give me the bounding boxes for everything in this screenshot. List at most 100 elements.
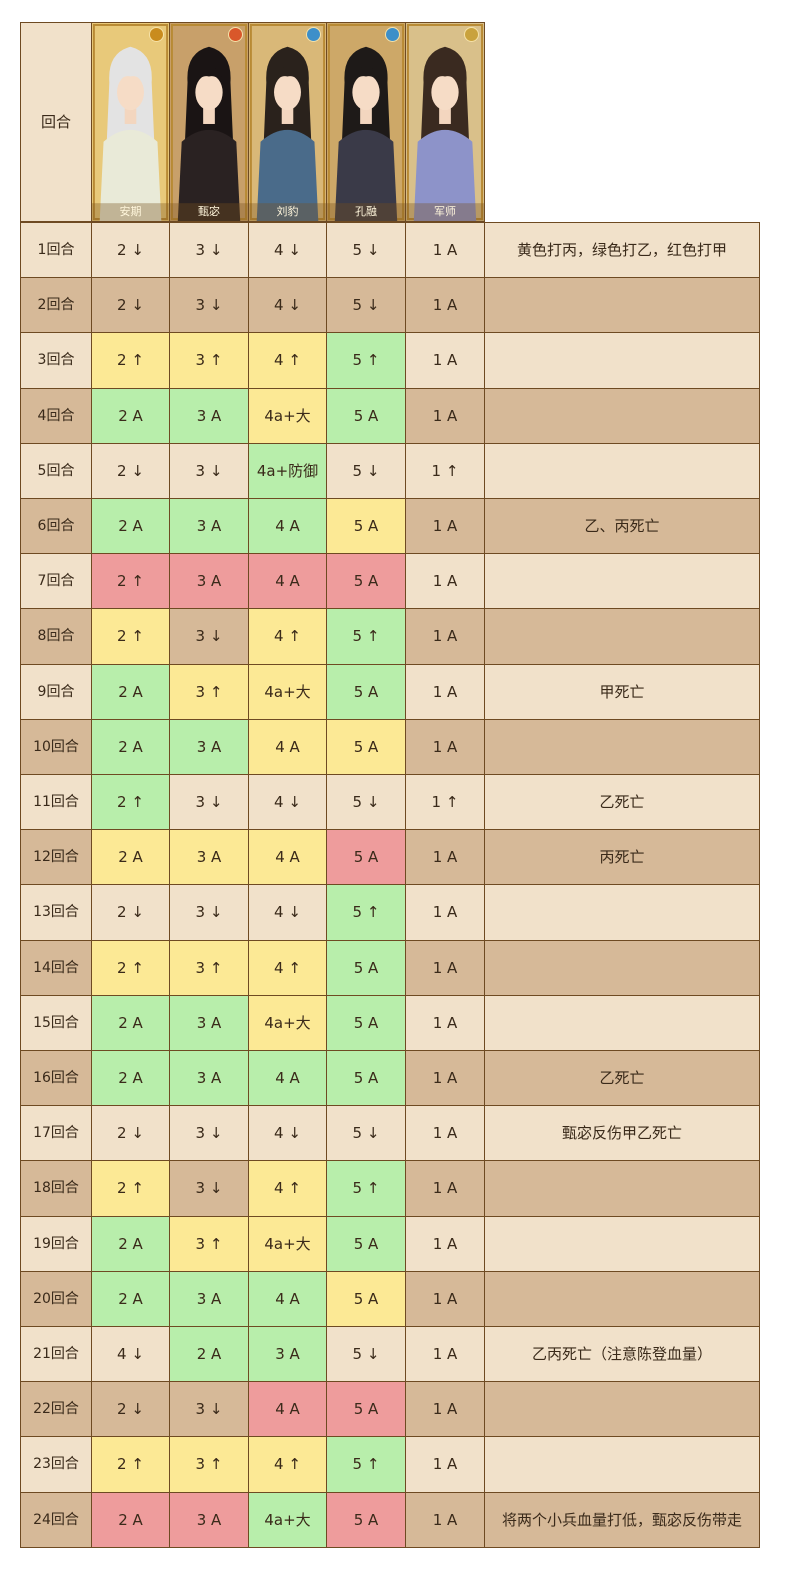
round-note: 乙丙死亡（注意陈登血量） bbox=[484, 1326, 760, 1383]
action-cell: 2 ↓ bbox=[91, 442, 170, 499]
round-label: 19回合 bbox=[20, 1215, 92, 1272]
action-cell: 2 ↓ bbox=[91, 222, 170, 279]
round-note: 乙死亡 bbox=[484, 1050, 760, 1107]
action-cell: 5 A bbox=[326, 1491, 406, 1548]
round-label: 12回合 bbox=[20, 829, 92, 886]
action-cell: 1 A bbox=[405, 994, 485, 1051]
round-label: 10回合 bbox=[20, 718, 92, 775]
action-cell: 1 A bbox=[405, 663, 485, 720]
action-cell: 5 ↓ bbox=[326, 277, 406, 334]
round-note: 黄色打丙，绿色打乙，红色打甲 bbox=[484, 222, 760, 279]
action-cell: 2 ↓ bbox=[91, 884, 170, 941]
action-cell: 3 A bbox=[169, 1050, 249, 1107]
action-cell: 1 A bbox=[405, 1270, 485, 1327]
hero-name: 安期 bbox=[119, 205, 142, 218]
hero-name: 刘豹 bbox=[276, 205, 299, 218]
action-cell: 5 A bbox=[326, 718, 406, 775]
round-note bbox=[484, 884, 760, 941]
action-cell: 2 A bbox=[91, 1215, 170, 1272]
round-label: 9回合 bbox=[20, 663, 92, 720]
action-cell: 4 ↑ bbox=[248, 608, 327, 665]
action-cell: 2 A bbox=[91, 1050, 170, 1107]
round-label: 11回合 bbox=[20, 774, 92, 831]
moon-icon bbox=[464, 27, 479, 42]
swirl-icon bbox=[385, 27, 400, 42]
round-note bbox=[484, 442, 760, 499]
action-cell: 2 A bbox=[91, 498, 170, 555]
round-label: 20回合 bbox=[20, 1270, 92, 1327]
hero-portrait: 安期 bbox=[91, 22, 170, 222]
action-cell: 1 A bbox=[405, 498, 485, 555]
round-label: 14回合 bbox=[20, 939, 92, 996]
action-cell: 2 A bbox=[91, 994, 170, 1051]
action-cell: 1 A bbox=[405, 1381, 485, 1438]
round-note bbox=[484, 1215, 760, 1272]
action-cell: 4a+大 bbox=[248, 663, 327, 720]
action-cell: 4a+防御 bbox=[248, 442, 327, 499]
action-cell: 4a+大 bbox=[248, 994, 327, 1051]
action-cell: 4 A bbox=[248, 498, 327, 555]
action-cell: 1 A bbox=[405, 1326, 485, 1383]
action-cell: 4 ↑ bbox=[248, 332, 327, 389]
round-note: 将两个小兵血量打低，甄宓反伤带走 bbox=[484, 1491, 760, 1548]
action-cell: 2 A bbox=[169, 1326, 249, 1383]
round-label: 21回合 bbox=[20, 1326, 92, 1383]
action-cell: 3 A bbox=[169, 1491, 249, 1548]
action-cell: 1 ↑ bbox=[405, 442, 485, 499]
round-label: 17回合 bbox=[20, 1105, 92, 1162]
action-cell: 3 ↓ bbox=[169, 884, 249, 941]
round-note bbox=[484, 1381, 760, 1438]
action-cell: 1 A bbox=[405, 553, 485, 610]
action-cell: 1 A bbox=[405, 1491, 485, 1548]
action-cell: 3 ↓ bbox=[169, 442, 249, 499]
round-note: 丙死亡 bbox=[484, 829, 760, 886]
round-note: 甲死亡 bbox=[484, 663, 760, 720]
action-cell: 3 ↓ bbox=[169, 608, 249, 665]
round-label: 5回合 bbox=[20, 442, 92, 499]
action-cell: 5 A bbox=[326, 1215, 406, 1272]
action-cell: 2 A bbox=[91, 829, 170, 886]
action-cell: 1 A bbox=[405, 1105, 485, 1162]
action-cell: 4 A bbox=[248, 1381, 327, 1438]
round-note bbox=[484, 994, 760, 1051]
sun-icon bbox=[149, 27, 164, 42]
action-cell: 3 A bbox=[248, 1326, 327, 1383]
round-label: 15回合 bbox=[20, 994, 92, 1051]
action-cell: 2 A bbox=[91, 718, 170, 775]
action-cell: 5 ↓ bbox=[326, 1105, 406, 1162]
action-cell: 4a+大 bbox=[248, 1215, 327, 1272]
action-cell: 3 A bbox=[169, 553, 249, 610]
action-cell: 3 A bbox=[169, 498, 249, 555]
action-cell: 3 ↓ bbox=[169, 774, 249, 831]
hero-portrait: 甄宓 bbox=[169, 22, 249, 222]
action-cell: 4 A bbox=[248, 829, 327, 886]
round-note: 乙、丙死亡 bbox=[484, 498, 760, 555]
action-cell: 5 A bbox=[326, 829, 406, 886]
action-cell: 3 ↓ bbox=[169, 222, 249, 279]
action-cell: 3 A bbox=[169, 1270, 249, 1327]
round-note bbox=[484, 1270, 760, 1327]
action-cell: 3 ↑ bbox=[169, 1215, 249, 1272]
action-cell: 4 A bbox=[248, 1050, 327, 1107]
action-cell: 1 A bbox=[405, 884, 485, 941]
action-cell: 2 ↓ bbox=[91, 1105, 170, 1162]
hero-portrait: 孔融 bbox=[326, 22, 406, 222]
action-cell: 5 ↓ bbox=[326, 222, 406, 279]
round-label: 6回合 bbox=[20, 498, 92, 555]
action-cell: 5 ↑ bbox=[326, 1436, 406, 1493]
action-cell: 5 ↓ bbox=[326, 442, 406, 499]
round-note bbox=[484, 608, 760, 665]
action-cell: 5 ↑ bbox=[326, 332, 406, 389]
action-cell: 5 A bbox=[326, 994, 406, 1051]
hero-name: 军师 bbox=[434, 205, 456, 218]
action-cell: 1 A bbox=[405, 1215, 485, 1272]
action-cell: 1 A bbox=[405, 1050, 485, 1107]
action-cell: 5 A bbox=[326, 1270, 406, 1327]
action-cell: 4a+大 bbox=[248, 387, 327, 444]
round-label: 3回合 bbox=[20, 332, 92, 389]
action-cell: 2 A bbox=[91, 663, 170, 720]
action-cell: 3 A bbox=[169, 718, 249, 775]
action-cell: 2 ↑ bbox=[91, 332, 170, 389]
action-cell: 1 A bbox=[405, 1160, 485, 1217]
action-cell: 4 ↓ bbox=[248, 1105, 327, 1162]
